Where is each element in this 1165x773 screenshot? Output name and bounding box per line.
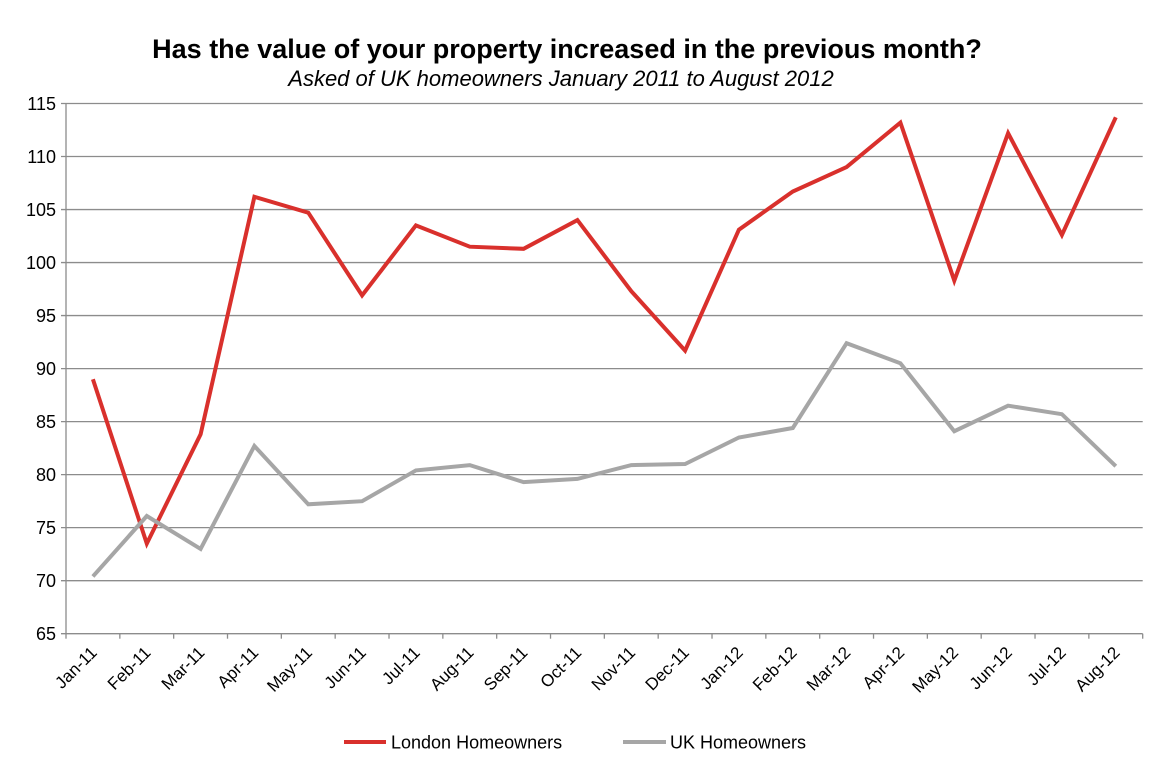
data-point: [737, 436, 741, 440]
legend-label: London Homeowners: [391, 733, 562, 753]
data-point: [252, 195, 256, 199]
x-tick-label: Jun-11: [321, 643, 370, 692]
data-point: [1006, 131, 1010, 135]
data-point: [1060, 233, 1064, 237]
legend-item: London Homeowners: [344, 733, 562, 753]
data-point: [306, 211, 310, 215]
chart-subtitle: Asked of UK homeowners January 2011 to A…: [286, 66, 833, 91]
y-tick-label: 80: [36, 465, 56, 485]
x-tick-label: Oct-11: [537, 643, 586, 692]
data-point: [252, 444, 256, 448]
y-tick-label: 70: [36, 571, 56, 591]
data-point: [683, 349, 687, 353]
series-line-uk-homeowners: [91, 340, 1118, 578]
y-tick-label: 105: [26, 200, 56, 220]
y-tick-label: 65: [36, 624, 56, 644]
data-point: [145, 514, 149, 518]
y-tick-label: 90: [36, 359, 56, 379]
x-tick-label: Aug-12: [1071, 643, 1123, 695]
x-axis: Jan-11 Feb-11 Mar-11 Apr-11 May-11 Jun-11 Jul-…: [51, 633, 1144, 697]
x-tick-label: Feb-11: [104, 643, 155, 694]
x-tick-label: Sep-11: [480, 643, 531, 694]
y-tick-label: 115: [27, 94, 56, 114]
x-tick-label: Apr-11: [214, 643, 263, 692]
x-tick-label: Dec-11: [642, 643, 693, 694]
legend: London Homeowners UK Homeowners: [344, 733, 806, 753]
y-axis: 65 70 75 80 85 90 95 100 105 110 115: [26, 94, 67, 644]
x-tick-label: May-11: [263, 643, 316, 696]
data-point: [360, 499, 364, 503]
data-point: [522, 480, 526, 484]
x-tick-label: Jul-12: [1024, 643, 1070, 689]
data-point: [91, 377, 95, 381]
data-point: [1006, 404, 1010, 408]
data-point: [145, 542, 149, 546]
series-lines: [90, 115, 1118, 578]
data-point: [414, 468, 418, 472]
legend-item: UK Homeowners: [623, 733, 806, 753]
y-tick-label: 85: [36, 412, 56, 432]
x-tick-label: Mar-11: [158, 643, 209, 694]
data-point: [737, 228, 741, 232]
data-point: [575, 218, 579, 222]
series-line-london-homeowners: [90, 116, 1118, 549]
x-tick-label: Jan-12: [697, 643, 747, 693]
data-point: [199, 432, 203, 436]
data-point: [791, 426, 795, 430]
data-point: [952, 429, 956, 433]
data-point: [791, 190, 795, 194]
data-point: [91, 574, 95, 578]
data-point: [898, 361, 902, 365]
data-point: [1060, 412, 1064, 416]
data-point: [522, 247, 526, 251]
data-point: [1114, 464, 1118, 468]
x-tick-label: Jan-11: [51, 643, 100, 692]
data-point: [629, 463, 633, 467]
x-tick-label: Feb-12: [749, 643, 801, 695]
data-point: [306, 502, 310, 506]
x-tick-label: Jun-12: [966, 643, 1016, 693]
data-point: [575, 477, 579, 481]
x-tick-label: May-12: [909, 643, 963, 697]
legend-label: UK Homeowners: [670, 733, 806, 753]
y-tick-label: 75: [36, 518, 56, 538]
x-tick-label: Nov-11: [588, 643, 639, 694]
data-point: [199, 547, 203, 551]
x-tick-label: Apr-12: [859, 643, 909, 693]
x-tick-label: Mar-12: [803, 643, 855, 695]
data-point: [468, 245, 472, 249]
data-point: [414, 223, 418, 227]
data-point: [360, 293, 364, 297]
data-point: [629, 289, 633, 293]
x-tick-label: Jul-11: [378, 643, 423, 688]
y-tick-label: 95: [36, 306, 56, 326]
x-tick-label: Aug-11: [426, 643, 477, 694]
data-point: [898, 121, 902, 125]
y-tick-label: 100: [26, 253, 56, 273]
data-point: [952, 279, 956, 283]
data-point: [468, 463, 472, 467]
y-tick-label: 110: [27, 147, 56, 167]
data-point: [1114, 115, 1118, 119]
data-point: [845, 165, 849, 169]
data-point: [683, 462, 687, 466]
data-point: [845, 341, 849, 345]
chart-title: Has the value of your property increased…: [152, 34, 982, 64]
